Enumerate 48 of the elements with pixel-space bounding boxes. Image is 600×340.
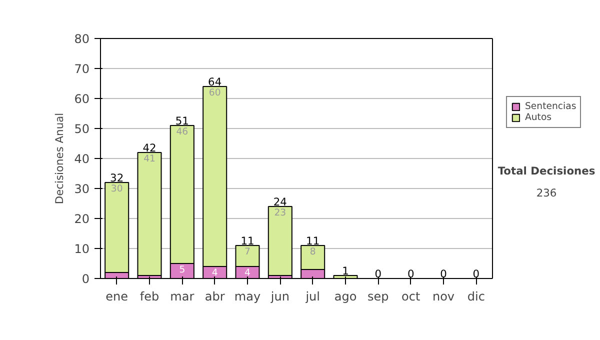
data-label: 7 [244, 246, 251, 258]
x-tick-label: sep [368, 290, 389, 304]
total-label: 24 [273, 196, 288, 208]
data-label: 5 [179, 264, 186, 276]
y-tick-label: 10 [74, 242, 90, 256]
legend-label: Sentencias [525, 101, 576, 112]
total-label: 0 [440, 268, 448, 280]
y-tick-label: 0 [82, 272, 90, 286]
total-label: 0 [407, 268, 414, 280]
legend-label: Autos [525, 112, 552, 123]
total-label: 11 [306, 234, 320, 248]
total-label: 42 [142, 142, 156, 154]
x-tick-label: jun [270, 290, 290, 304]
y-tick-label: 20 [74, 212, 90, 226]
total-label: 1 [342, 264, 349, 278]
x-tick-label: oct [402, 290, 420, 304]
text: 236 [536, 186, 557, 200]
total-label: 51 [175, 114, 189, 128]
x-tick-label: nov [432, 290, 455, 304]
x-tick-label: mar [170, 290, 194, 304]
data-label: 4 [244, 268, 251, 278]
y-tick-label: 50 [74, 122, 90, 136]
y-tick-label: 60 [74, 92, 90, 106]
total-label: 0 [374, 268, 382, 280]
x-tick-label: may [234, 290, 261, 304]
total-label: 11 [240, 234, 254, 248]
text: Total Decisiones [498, 164, 596, 178]
x-tick-label: ago [334, 290, 357, 304]
total-label: 0 [472, 268, 480, 280]
total-label: 64 [208, 76, 222, 88]
y-tick-label: 30 [74, 182, 90, 196]
total-label: 32 [110, 172, 124, 184]
y-tick-label: 40 [74, 152, 90, 166]
y-tick-label: 70 [74, 62, 90, 76]
x-tick-label: abr [204, 290, 225, 304]
data-label: 8 [310, 246, 316, 258]
data-label: 30 [110, 184, 123, 194]
data-label: 41 [144, 154, 156, 164]
data-label: 4 [212, 268, 218, 278]
y-axis-title: Decisiones Anual [53, 112, 66, 204]
x-tick-label: jul [304, 290, 320, 304]
y-tick-label: 80 [74, 32, 90, 46]
x-tick-label: ene [106, 290, 128, 304]
data-label: 23 [274, 208, 286, 218]
x-tick-label: dic [467, 290, 485, 304]
data-label: 46 [176, 126, 188, 138]
data-label: 60 [208, 88, 221, 98]
x-tick-label: feb [140, 290, 160, 304]
